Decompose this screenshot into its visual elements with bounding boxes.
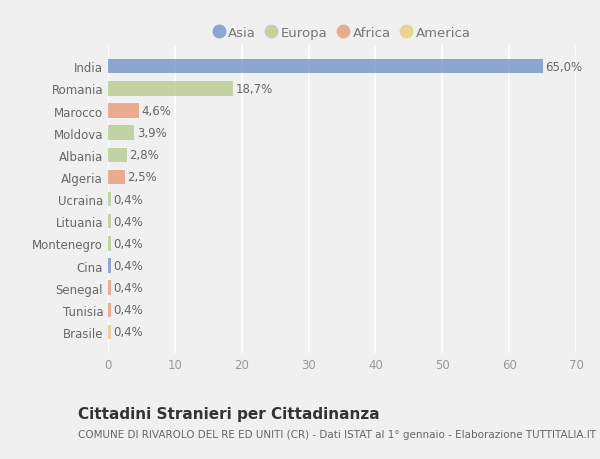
Text: 0,4%: 0,4% [113, 259, 143, 273]
Legend: Asia, Europa, Africa, America: Asia, Europa, Africa, America [208, 22, 476, 45]
Text: 0,4%: 0,4% [113, 237, 143, 250]
Bar [108, 192, 110, 207]
Bar [108, 60, 542, 74]
Text: 2,5%: 2,5% [127, 171, 157, 184]
Bar [108, 237, 110, 251]
Text: 2,8%: 2,8% [130, 149, 159, 162]
Text: 65,0%: 65,0% [545, 61, 583, 73]
Text: 4,6%: 4,6% [142, 105, 172, 118]
Text: 18,7%: 18,7% [236, 83, 273, 95]
Text: COMUNE DI RIVAROLO DEL RE ED UNITI (CR) - Dati ISTAT al 1° gennaio - Elaborazion: COMUNE DI RIVAROLO DEL RE ED UNITI (CR) … [78, 429, 596, 439]
Text: 0,4%: 0,4% [113, 215, 143, 228]
Bar [108, 148, 127, 162]
Text: 3,9%: 3,9% [137, 127, 166, 140]
Bar [108, 170, 125, 185]
Bar [108, 303, 110, 317]
Bar [108, 82, 233, 96]
Bar [108, 259, 110, 273]
Bar [108, 215, 110, 229]
Bar [108, 126, 134, 140]
Bar [108, 281, 110, 295]
Text: Cittadini Stranieri per Cittadinanza: Cittadini Stranieri per Cittadinanza [78, 406, 380, 421]
Bar [108, 104, 139, 118]
Bar [108, 325, 110, 340]
Text: 0,4%: 0,4% [113, 326, 143, 339]
Text: 0,4%: 0,4% [113, 304, 143, 317]
Text: 0,4%: 0,4% [113, 193, 143, 206]
Text: 0,4%: 0,4% [113, 281, 143, 295]
